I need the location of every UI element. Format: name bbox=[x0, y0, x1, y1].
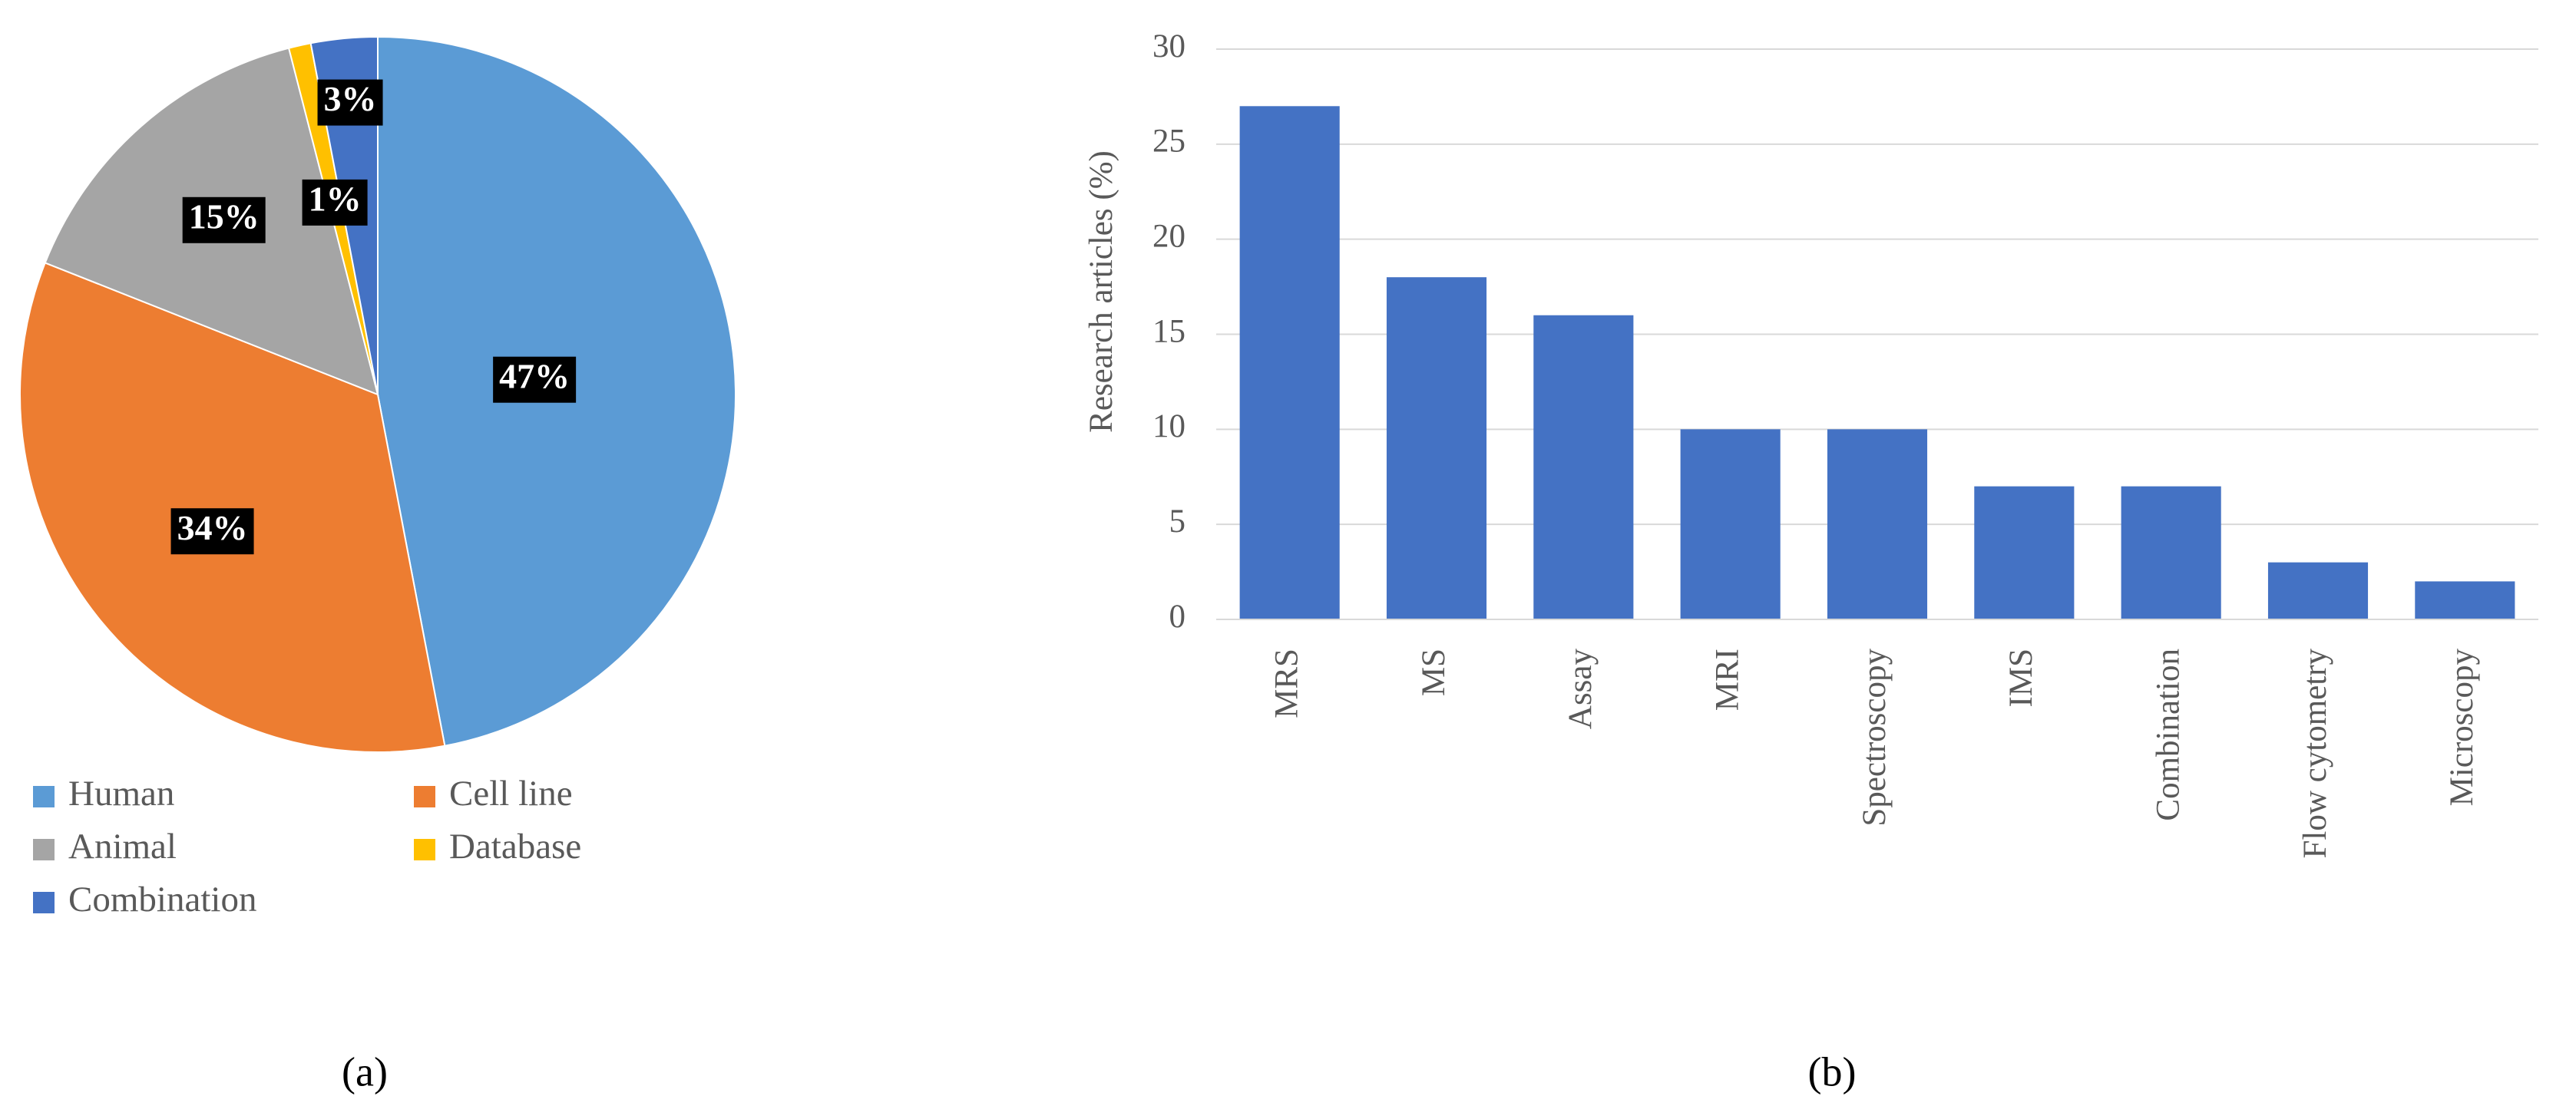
data-label: 34% bbox=[177, 508, 248, 547]
data-label-box bbox=[182, 196, 266, 243]
x-tick-label: Microscopy bbox=[2444, 649, 2480, 807]
x-tick-label: IMS bbox=[2003, 649, 2039, 707]
bar bbox=[1533, 315, 1634, 619]
legend-label: Cell line bbox=[449, 774, 573, 814]
x-tick-label: Flow cytometry bbox=[2297, 649, 2333, 859]
data-label: 3% bbox=[324, 79, 377, 118]
x-tick-label: Assay bbox=[1562, 649, 1599, 730]
data-label: 1% bbox=[309, 179, 362, 218]
legend-marker bbox=[33, 892, 55, 913]
y-tick-label: 15 bbox=[1152, 313, 1185, 349]
bar bbox=[1827, 429, 1928, 619]
bar bbox=[2121, 486, 2221, 619]
y-tick-label: 5 bbox=[1169, 503, 1186, 540]
bar bbox=[1680, 429, 1781, 619]
x-tick-label: MRI bbox=[1710, 649, 1746, 711]
bar bbox=[2415, 581, 2515, 619]
legend-marker bbox=[414, 839, 435, 860]
bar bbox=[1974, 486, 2075, 619]
legend-marker bbox=[414, 786, 435, 807]
legend-label: Database bbox=[449, 827, 581, 867]
y-tick-label: 0 bbox=[1169, 599, 1186, 635]
data-label-box bbox=[317, 79, 383, 126]
legend-label: Animal bbox=[68, 827, 177, 867]
x-tick-label: MRS bbox=[1269, 649, 1305, 718]
y-axis-label: Research articles (%) bbox=[1083, 150, 1119, 433]
data-label: 47% bbox=[499, 356, 570, 395]
data-label: 15% bbox=[189, 196, 260, 236]
bar bbox=[1239, 106, 1340, 620]
data-label-box bbox=[493, 356, 577, 403]
data-label-box bbox=[170, 508, 254, 555]
y-tick-label: 30 bbox=[1152, 28, 1185, 64]
y-tick-label: 10 bbox=[1152, 408, 1185, 444]
panel-label: (b) bbox=[1808, 1048, 1857, 1094]
x-tick-label: MS bbox=[1416, 649, 1452, 696]
bar bbox=[2267, 562, 2369, 619]
legend-label: Human bbox=[68, 774, 174, 814]
data-label-box bbox=[302, 179, 368, 226]
legend-marker bbox=[33, 839, 55, 860]
legend-marker bbox=[33, 786, 55, 807]
x-tick-label: Spectroscopy bbox=[1857, 649, 1893, 827]
x-tick-label: Combination bbox=[2151, 649, 2187, 821]
bar bbox=[1386, 277, 1487, 619]
panel-label: (a) bbox=[342, 1048, 388, 1094]
y-tick-label: 25 bbox=[1152, 124, 1185, 160]
legend-label: Combination bbox=[68, 880, 256, 919]
y-tick-label: 20 bbox=[1152, 219, 1185, 255]
pie-slice bbox=[19, 262, 446, 753]
